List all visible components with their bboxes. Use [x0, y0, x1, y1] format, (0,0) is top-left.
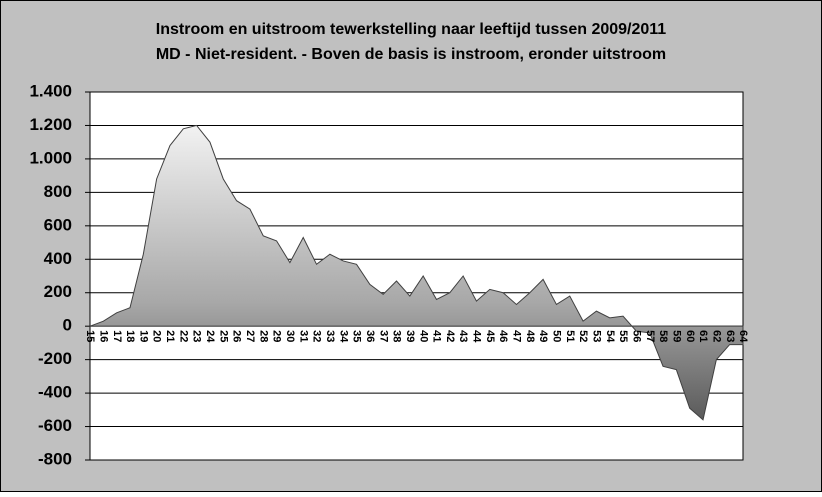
x-tick-label: 38 — [391, 330, 403, 342]
y-tick-label: 0 — [63, 316, 72, 335]
y-tick-label: 400 — [44, 249, 72, 268]
x-tick-label: 56 — [630, 330, 642, 342]
x-tick-label: 50 — [551, 330, 563, 342]
x-tick-label: 26 — [231, 330, 243, 342]
x-tick-label: 47 — [511, 330, 523, 342]
x-tick-label: 17 — [111, 330, 123, 342]
y-tick-label: 1.200 — [29, 115, 72, 134]
area — [89, 124, 744, 421]
x-tick-label: 49 — [537, 330, 549, 342]
x-tick-label: 58 — [657, 330, 669, 342]
x-tick-label: 60 — [684, 330, 696, 342]
x-tick-label: 25 — [217, 330, 229, 342]
x-tick-label: 15 — [84, 330, 96, 342]
x-tick-label: 59 — [670, 330, 682, 342]
x-tick-label: 36 — [364, 330, 376, 342]
x-tick-label: 55 — [617, 330, 629, 342]
y-tick-label: 200 — [44, 282, 72, 301]
y-tick-label: -800 — [38, 449, 72, 468]
y-tick-label: 800 — [44, 182, 72, 201]
x-tick-label: 31 — [297, 330, 309, 342]
x-tick-label: 20 — [151, 330, 163, 342]
x-tick-label: 63 — [724, 330, 736, 342]
x-tick-label: 42 — [444, 330, 456, 342]
x-tick-label: 41 — [431, 330, 443, 342]
x-tick-label: 64 — [737, 330, 749, 343]
x-tick-label: 54 — [604, 330, 616, 343]
x-tick-label: 39 — [404, 330, 416, 342]
x-tick-label: 16 — [97, 330, 109, 342]
y-tick-label: 1.000 — [29, 148, 72, 167]
x-tick-label: 18 — [124, 330, 136, 342]
x-tick-label: 43 — [457, 330, 469, 342]
x-tick-label: 51 — [564, 330, 576, 342]
x-tick-label: 19 — [137, 330, 149, 342]
x-tick-label: 57 — [644, 330, 656, 342]
x-tick-label: 21 — [164, 330, 176, 342]
x-tick-label: 48 — [524, 330, 536, 342]
y-tick-label: -400 — [38, 383, 72, 402]
x-tick-label: 24 — [204, 330, 216, 343]
x-tick-label: 62 — [710, 330, 722, 342]
y-tick-label: -200 — [38, 349, 72, 368]
x-tick-label: 33 — [324, 330, 336, 342]
x-tick-label: 53 — [591, 330, 603, 342]
x-tick-label: 45 — [484, 330, 496, 342]
x-tick-label: 34 — [337, 330, 349, 343]
y-tick-label: 1.400 — [29, 81, 72, 100]
y-tick-label: 600 — [44, 215, 72, 234]
x-tick-label: 46 — [497, 330, 509, 342]
x-tick-label: 22 — [177, 330, 189, 342]
x-tick-label: 30 — [284, 330, 296, 342]
x-tick-label: 35 — [351, 330, 363, 342]
x-tick-label: 61 — [697, 330, 709, 342]
x-tick-label: 23 — [191, 330, 203, 342]
chart-subtitle: MD - Niet-resident. - Boven de basis is … — [156, 46, 666, 63]
x-tick-label: 28 — [257, 330, 269, 342]
x-tick-label: 37 — [377, 330, 389, 342]
x-tick-label: 29 — [271, 330, 283, 342]
x-tick-label: 52 — [577, 330, 589, 342]
x-tick-label: 40 — [417, 330, 429, 342]
chart-title: Instroom en uitstroom tewerkstelling naa… — [156, 21, 666, 38]
x-tick-label: 32 — [311, 330, 323, 342]
x-tick-label: 44 — [471, 330, 483, 343]
y-tick-label: -600 — [38, 416, 72, 435]
x-tick-label: 27 — [244, 330, 256, 342]
